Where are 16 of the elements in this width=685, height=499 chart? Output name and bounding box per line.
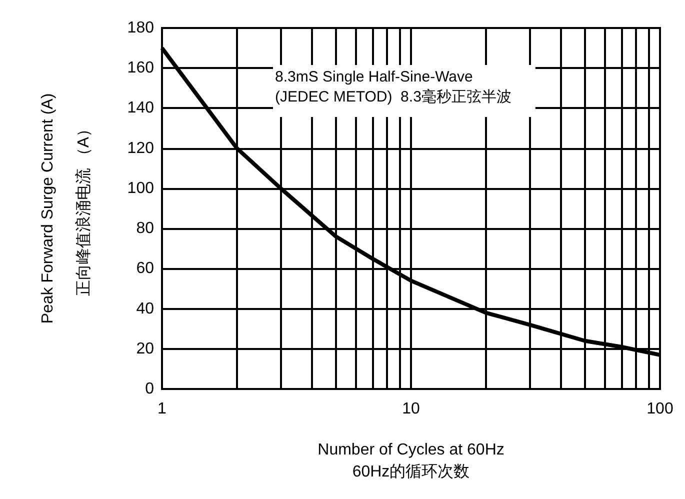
x-tick-label: 10 [402,400,420,418]
y-tick-label: 80 [136,220,154,238]
y-tick-label: 120 [127,140,154,157]
y-tick-label: 40 [136,300,154,318]
y-tick-label: 180 [127,20,154,36]
y-tick-label: 20 [136,340,154,358]
x-tick-label: 100 [646,400,674,418]
x-tick-label: 1 [158,400,167,418]
annotation: 8.3mS Single Half-Sine-Wave (JEDEC METOD) 8.3毫秒正弦半波 [275,68,512,106]
y-tick-label: 140 [127,100,154,117]
y-tick-label: 0 [145,380,154,398]
y-tick-label: 60 [136,260,154,278]
y-axis-title: Peak Forward Surge Current (A) 正向峰值浪涌电流 （A） [40,93,92,324]
x-axis-title: Number of Cycles at 60Hz 60Hz的循环次数 [318,442,504,480]
y-tick-label: 160 [127,60,154,77]
y-tick-label: 100 [127,180,154,197]
